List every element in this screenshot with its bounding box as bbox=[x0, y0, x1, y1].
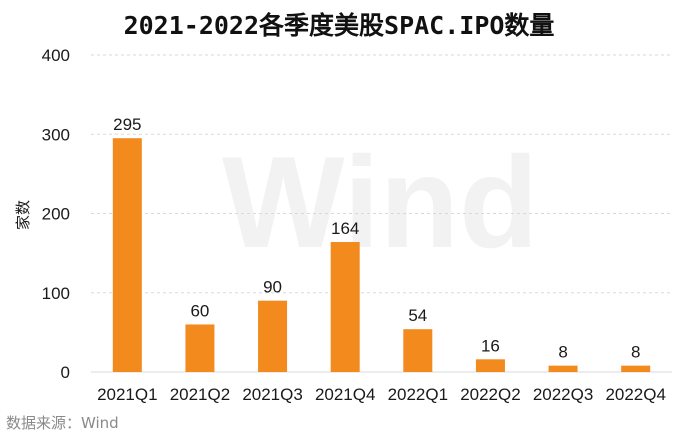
bar bbox=[403, 329, 433, 372]
data-label: 60 bbox=[190, 301, 209, 320]
data-label: 8 bbox=[631, 343, 640, 362]
data-labels: 295 60 90 164 54 16 8 8 bbox=[113, 115, 640, 361]
y-tick-label: 200 bbox=[42, 205, 70, 224]
bar bbox=[258, 300, 288, 372]
x-tick-label: 2021Q1 bbox=[97, 385, 158, 404]
y-axis-label: 家数 bbox=[14, 200, 32, 230]
bar bbox=[475, 359, 505, 372]
x-tick-label: 2021Q3 bbox=[242, 385, 303, 404]
bars bbox=[112, 138, 651, 372]
x-tick-label: 2022Q3 bbox=[533, 385, 594, 404]
data-label: 16 bbox=[481, 336, 500, 355]
bar bbox=[621, 365, 651, 372]
x-axis-ticks: 2021Q1 2021Q2 2021Q3 2021Q4 2022Q1 2022Q2 2022… bbox=[97, 385, 666, 404]
chart-title: 2021-2022各季度美股SPAC.IPO数量 bbox=[124, 11, 555, 40]
data-label: 54 bbox=[408, 306, 427, 325]
x-tick-label: 2021Q4 bbox=[315, 385, 376, 404]
data-label: 90 bbox=[263, 278, 282, 297]
data-label: 164 bbox=[331, 219, 359, 238]
y-tick-label: 0 bbox=[61, 363, 70, 382]
y-axis-ticks: 0 100 200 300 400 bbox=[42, 46, 70, 382]
source-note: 数据来源：Wind bbox=[6, 414, 119, 432]
y-tick-label: 100 bbox=[42, 284, 70, 303]
gridlines bbox=[91, 54, 672, 373]
watermark: Wind bbox=[222, 129, 539, 275]
y-tick-label: 300 bbox=[42, 125, 70, 144]
y-tick-label: 400 bbox=[42, 46, 70, 65]
x-tick-label: 2022Q1 bbox=[388, 385, 449, 404]
x-tick-label: 2021Q2 bbox=[170, 385, 231, 404]
bar bbox=[330, 242, 360, 372]
bar bbox=[112, 138, 142, 372]
data-label: 8 bbox=[558, 343, 567, 362]
bar bbox=[185, 324, 215, 372]
data-label: 295 bbox=[113, 115, 141, 134]
bar bbox=[548, 365, 578, 372]
x-tick-label: 2022Q4 bbox=[605, 385, 666, 404]
x-tick-label: 2022Q2 bbox=[460, 385, 521, 404]
